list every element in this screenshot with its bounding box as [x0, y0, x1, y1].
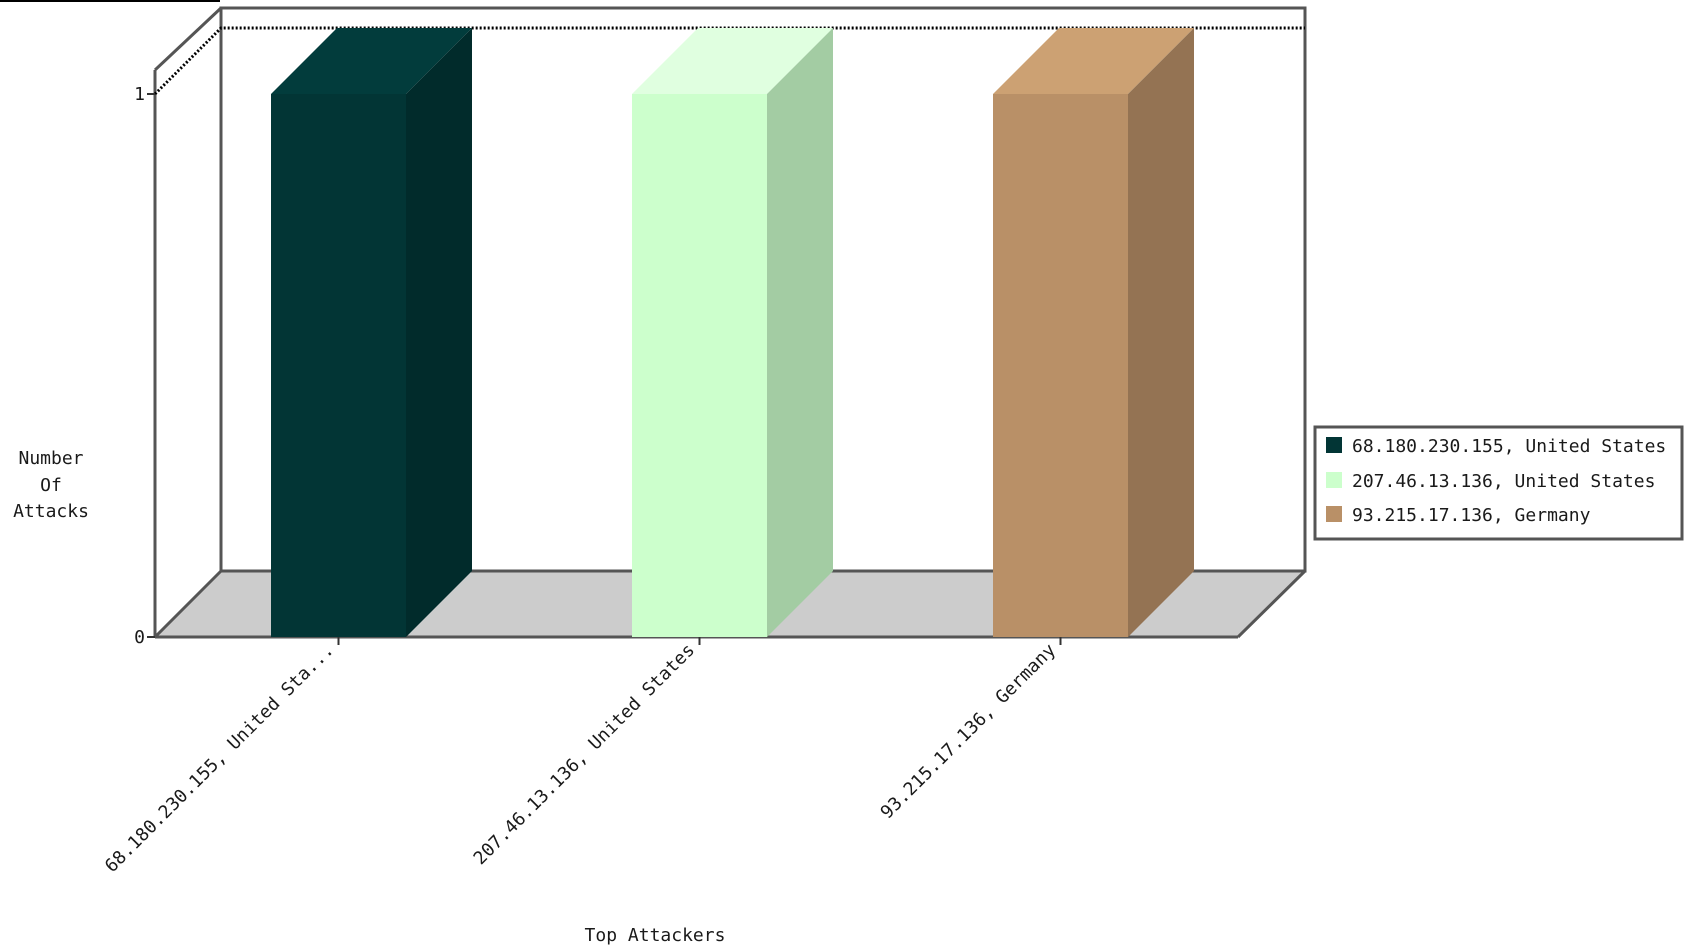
legend: 68.180.230.155, United States 207.46.13.…	[1313, 425, 1684, 541]
legend-swatch-1	[1326, 437, 1342, 453]
left-wall-top-edge	[153, 6, 223, 72]
bar-3-front	[993, 94, 1128, 637]
axes: 68.180.230.155, United Sta... 207.46.13.1…	[101, 84, 1062, 877]
floor-right-edge	[1236, 569, 1307, 639]
bar-3-top	[993, 28, 1194, 94]
left-wall-bottom-edge	[153, 569, 223, 639]
bars	[271, 28, 1194, 637]
bar-1-top	[271, 28, 472, 94]
y-tick-label-0: 0	[134, 627, 145, 648]
bar-1-front	[271, 94, 406, 637]
x-tick-label-1: 68.180.230.155, United Sta...	[101, 640, 338, 877]
x-tick-label-3: 93.215.17.136, Germany	[877, 640, 1061, 824]
max-reference-line	[153, 26, 1305, 96]
legend-entry-3: 93.215.17.136, Germany	[1352, 505, 1591, 526]
bar-2-top	[632, 28, 833, 94]
bar-2-side	[767, 28, 833, 637]
bar-3	[993, 28, 1194, 637]
legend-box	[1313, 425, 1684, 541]
y-axis-label-line-2: Of	[40, 475, 62, 496]
legend-swatch-2	[1326, 472, 1342, 488]
x-axis-label: Top Attackers	[585, 925, 726, 946]
bar-2	[632, 28, 833, 637]
y-axis-label-line-3: Attacks	[13, 501, 89, 522]
bar-3-side	[1128, 28, 1194, 637]
y-axis-label-line-1: Number	[18, 448, 83, 469]
legend-entry-2: 207.46.13.136, United States	[1352, 471, 1655, 492]
bar-1	[271, 28, 472, 637]
x-tick-label-2: 207.46.13.136, United States	[470, 640, 699, 869]
bar-1-side	[406, 28, 472, 637]
legend-entry-1: 68.180.230.155, United States	[1352, 436, 1666, 457]
y-tick-label-1: 1	[134, 84, 145, 105]
legend-swatch-3	[1326, 506, 1342, 522]
bar-2-front	[632, 94, 767, 637]
